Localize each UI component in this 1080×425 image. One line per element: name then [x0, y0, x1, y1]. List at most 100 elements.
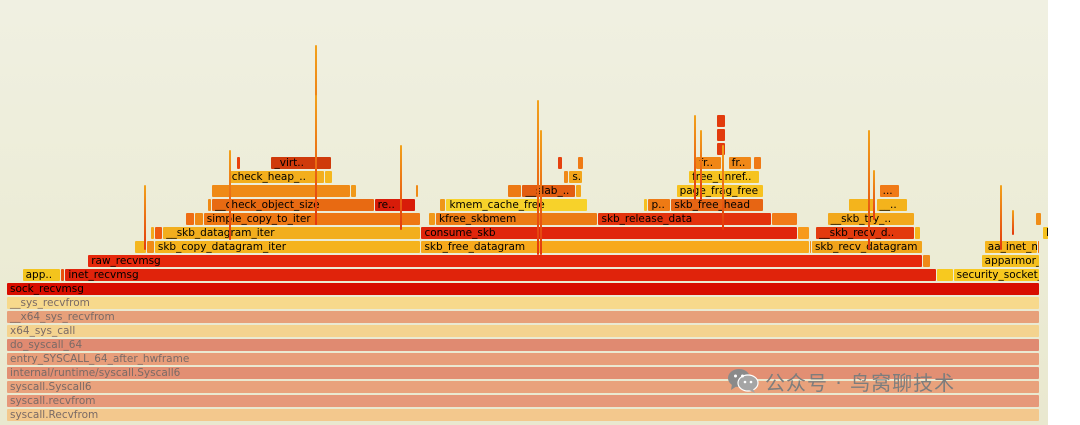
flame-frame[interactable]	[146, 241, 154, 253]
flame-frame[interactable]	[212, 185, 350, 197]
flame-frame-spike[interactable]	[868, 130, 870, 250]
flame-frame-dimmed[interactable]: syscall.Syscall6	[7, 381, 1039, 393]
flame-frame[interactable]	[564, 171, 569, 183]
flame-frame-spike[interactable]	[229, 150, 231, 240]
flame-frame[interactable]: p..	[648, 199, 671, 211]
frame-label: __slab_..	[525, 185, 570, 197]
flame-frame-dimmed[interactable]: syscall.recvfrom	[7, 395, 1039, 407]
frame-label: do_syscall_64	[10, 339, 83, 351]
flame-frame[interactable]	[1035, 213, 1042, 225]
flame-frame-dimmed[interactable]: entry_SYSCALL_64_after_hwframe	[7, 353, 1039, 365]
flame-frame-spike[interactable]	[400, 145, 402, 230]
flame-frame[interactable]: __skb_datagram_iter	[163, 227, 421, 239]
flame-frame[interactable]	[753, 157, 761, 169]
flame-frame-dimmed[interactable]: syscall.Recvfrom	[7, 409, 1039, 421]
flame-frame-spike[interactable]	[1000, 185, 1002, 250]
flame-frame[interactable]	[1037, 241, 1040, 253]
flame-frame[interactable]: __slab_..	[522, 185, 575, 197]
flame-frame[interactable]: sock_recvmsg	[7, 283, 1039, 295]
flame-frame-dimmed[interactable]: internal/runtime/syscall.Syscall6	[7, 367, 1039, 379]
flame-frame[interactable]	[557, 157, 563, 169]
flame-frame[interactable]: beg..	[1043, 227, 1048, 239]
flame-frame[interactable]: simple_copy_to_iter	[203, 213, 421, 225]
flame-frame[interactable]	[644, 199, 648, 211]
flame-frame[interactable]	[207, 199, 212, 211]
flame-frame[interactable]	[849, 199, 876, 211]
flame-frame[interactable]: __check_object_size	[212, 199, 374, 211]
flame-frame[interactable]	[577, 157, 583, 169]
flame-frame[interactable]	[150, 227, 154, 239]
flame-frame[interactable]: _virt..	[271, 157, 331, 169]
flame-frame[interactable]	[575, 185, 581, 197]
flame-frame-spike[interactable]	[144, 185, 146, 250]
flame-frame[interactable]: __skb_try_..	[827, 213, 915, 225]
flame-frame[interactable]	[350, 185, 356, 197]
flame-frame[interactable]: __skb_recv_d..	[816, 227, 915, 239]
flame-frame[interactable]	[915, 227, 921, 239]
flame-frame-spike[interactable]	[722, 145, 724, 230]
flame-frame[interactable]	[428, 213, 436, 225]
flame-frame[interactable]: skb_recv_datagram	[811, 241, 923, 253]
flame-frame[interactable]: re..	[374, 199, 416, 211]
frame-label: simple_copy_to_iter	[206, 213, 311, 225]
flame-frame-dimmed[interactable]: __x64_sys_recvfrom	[7, 311, 1039, 323]
flame-frame-spike[interactable]	[540, 130, 542, 255]
flame-frame[interactable]	[507, 185, 522, 197]
flame-frame-spike[interactable]	[694, 115, 696, 200]
flame-frame[interactable]: security_socket_r..	[953, 269, 1039, 281]
frame-label: apparmor_so..	[984, 255, 1039, 267]
flame-frame[interactable]	[923, 255, 930, 267]
flame-frame[interactable]: fr..	[696, 157, 722, 169]
frame-label: internal/runtime/syscall.Syscall6	[10, 367, 181, 379]
flame-frame[interactable]	[154, 227, 163, 239]
frame-label: security_socket_r..	[956, 269, 1039, 281]
flame-frame[interactable]	[135, 241, 146, 253]
flame-frame[interactable]: inet_recvmsg	[65, 269, 936, 281]
flame-frame[interactable]: skb_copy_datagram_iter	[154, 241, 421, 253]
watermark-text: 公众号 · 鸟窝聊技术	[765, 370, 956, 395]
flame-frame[interactable]	[798, 227, 809, 239]
flame-frame[interactable]: fr..	[728, 157, 751, 169]
flame-frame[interactable]: skb_release_data	[598, 213, 772, 225]
flame-frame[interactable]	[440, 199, 446, 211]
flame-frame[interactable]	[195, 213, 203, 225]
flame-frame[interactable]	[324, 171, 332, 183]
flame-frame[interactable]	[237, 157, 241, 169]
flame-frame[interactable]: consume_skb	[421, 227, 798, 239]
flame-frame[interactable]: skb_free_datagram	[421, 241, 809, 253]
flame-frame-spike[interactable]	[1012, 210, 1014, 235]
flame-frame[interactable]: kmem_cache_free	[446, 199, 588, 211]
flame-frame-spike[interactable]	[537, 100, 539, 255]
flame-frame[interactable]	[717, 143, 725, 155]
flame-frame[interactable]: app..	[22, 269, 61, 281]
flame-frame-spike[interactable]	[700, 130, 702, 200]
flame-frame[interactable]	[772, 213, 798, 225]
flame-frame[interactable]	[809, 241, 812, 253]
flame-frame[interactable]	[61, 269, 65, 281]
flame-frame[interactable]	[416, 185, 419, 197]
flame-frame-spike[interactable]	[873, 170, 875, 220]
flame-frame[interactable]	[717, 115, 725, 127]
flame-frame[interactable]: aa_inet_ms..	[984, 241, 1037, 253]
flame-frame[interactable]: s..	[569, 171, 582, 183]
frame-label: kmem_cache_free	[449, 199, 545, 211]
flame-frame[interactable]	[186, 213, 195, 225]
flame-frame-dimmed[interactable]: do_syscall_64	[7, 339, 1039, 351]
flame-frame[interactable]: page_frag_free	[676, 185, 764, 197]
flame-frame[interactable]	[717, 129, 725, 141]
flame-frame[interactable]: apparmor_so..	[981, 255, 1039, 267]
flame-frame[interactable]: check_heap_..	[228, 171, 324, 183]
flame-frame[interactable]: free_unref..	[689, 171, 759, 183]
flame-frame[interactable]	[936, 269, 953, 281]
flame-frame-spike[interactable]	[315, 95, 317, 225]
flame-frame[interactable]: kfree_skbmem	[436, 213, 598, 225]
flame-frame-dimmed[interactable]: x64_sys_call	[7, 325, 1039, 337]
flame-frame[interactable]: ...	[879, 185, 900, 197]
flame-frame[interactable]: raw_recvmsg	[88, 255, 923, 267]
flame-frame-dimmed[interactable]: __sys_recvfrom	[7, 297, 1039, 309]
frame-label: __..	[879, 199, 897, 211]
frame-label: app..	[25, 269, 53, 281]
frame-label: p..	[651, 199, 665, 211]
flame-frame[interactable]: __..	[876, 199, 907, 211]
flame-frame[interactable]: skb_free_head	[671, 199, 764, 211]
